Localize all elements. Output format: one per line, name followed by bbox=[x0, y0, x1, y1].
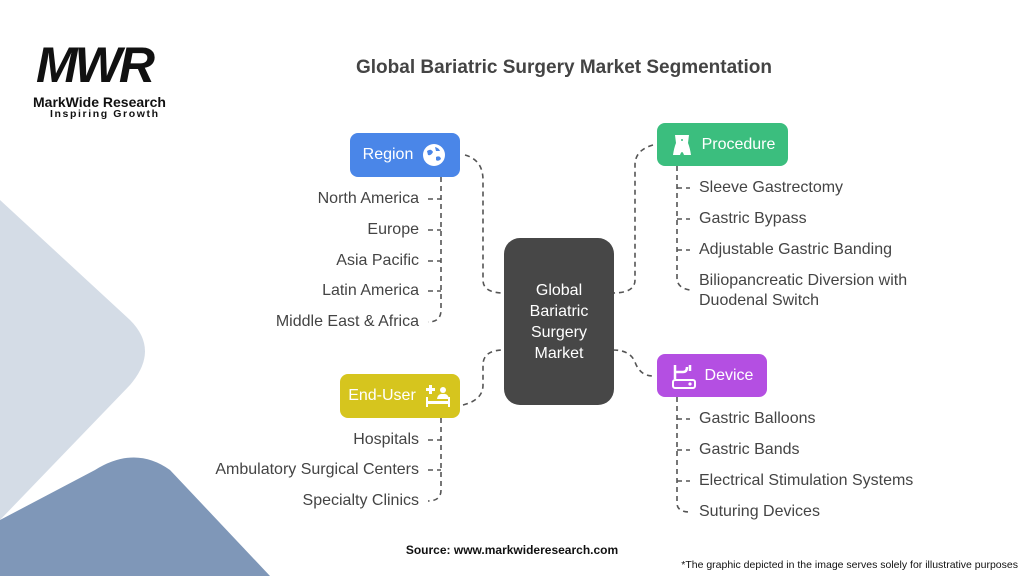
procedure-item: Adjustable Gastric Banding bbox=[699, 241, 892, 258]
procedure-item: Biliopancreatic Diversion with bbox=[699, 272, 908, 289]
region-item: North America bbox=[317, 190, 419, 207]
procedure-item: Gastric Bypass bbox=[699, 210, 807, 227]
source-text: Source: www.markwideresearch.com bbox=[405, 543, 619, 557]
body-icon bbox=[672, 134, 691, 155]
procedure-item-continued: Duodenal Switch bbox=[699, 292, 820, 309]
procedure-node: Procedure bbox=[657, 123, 788, 166]
region-item: Latin America bbox=[322, 282, 419, 299]
end-user-node: End-User bbox=[340, 374, 460, 418]
end-user-item: Hospitals bbox=[353, 431, 419, 448]
device-item: Gastric Bands bbox=[699, 441, 800, 458]
device-item: Suturing Devices bbox=[699, 503, 820, 520]
logo-name: MarkWide Research bbox=[33, 94, 166, 110]
center-node: Global Bariatric Surgery Market bbox=[504, 238, 614, 405]
procedure-label: Procedure bbox=[701, 135, 776, 153]
center-label: Global Bariatric Surgery Market bbox=[529, 281, 589, 362]
logo-tagline: Inspiring Growth bbox=[50, 108, 160, 120]
region-item: Asia Pacific bbox=[336, 252, 419, 269]
device-label: Device bbox=[704, 366, 754, 384]
page-title: Global Bariatric Surgery Market Segmenta… bbox=[355, 57, 772, 78]
end-user-item: Specialty Clinics bbox=[302, 492, 419, 509]
device-node: Device bbox=[657, 354, 767, 397]
device-item: Gastric Balloons bbox=[699, 410, 816, 427]
medical-device-icon bbox=[671, 364, 696, 389]
end-user-label: End-User bbox=[348, 387, 416, 404]
procedure-item: Sleeve Gastrectomy bbox=[699, 179, 844, 196]
device-item: Electrical Stimulation Systems bbox=[699, 472, 914, 489]
decor-shape-dark bbox=[0, 457, 270, 576]
hospital-bed-icon bbox=[425, 385, 450, 407]
region-label: Region bbox=[362, 146, 414, 163]
globe-icon bbox=[423, 144, 446, 166]
decor-shape-light bbox=[0, 200, 145, 520]
connectors bbox=[427, 144, 691, 513]
disclaimer-note: *The graphic depicted in the image serve… bbox=[681, 559, 1018, 571]
logo-mark: MWR bbox=[36, 37, 155, 93]
end-user-item: Ambulatory Surgical Centers bbox=[215, 461, 419, 478]
region-item: Middle East & Africa bbox=[275, 313, 419, 330]
region-item: Europe bbox=[367, 221, 419, 238]
region-node: Region bbox=[350, 133, 460, 177]
